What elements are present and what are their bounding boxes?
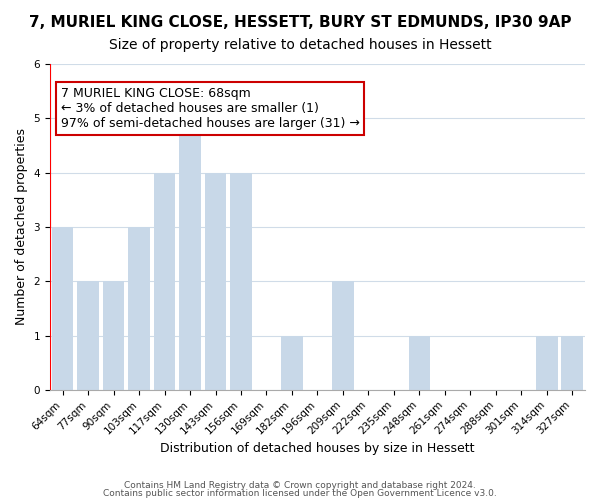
Text: Contains HM Land Registry data © Crown copyright and database right 2024.: Contains HM Land Registry data © Crown c…: [124, 481, 476, 490]
Bar: [179, 118, 201, 390]
Bar: [536, 336, 557, 390]
Bar: [562, 336, 583, 390]
Text: Size of property relative to detached houses in Hessett: Size of property relative to detached ho…: [109, 38, 491, 52]
Bar: [281, 336, 303, 390]
Bar: [409, 336, 430, 390]
Text: 7 MURIEL KING CLOSE: 68sqm
← 3% of detached houses are smaller (1)
97% of semi-d: 7 MURIEL KING CLOSE: 68sqm ← 3% of detac…: [61, 87, 359, 130]
Text: 7, MURIEL KING CLOSE, HESSETT, BURY ST EDMUNDS, IP30 9AP: 7, MURIEL KING CLOSE, HESSETT, BURY ST E…: [29, 15, 571, 30]
Bar: [205, 172, 226, 390]
Bar: [128, 227, 150, 390]
Bar: [154, 172, 175, 390]
Text: Contains public sector information licensed under the Open Government Licence v3: Contains public sector information licen…: [103, 488, 497, 498]
Bar: [52, 227, 73, 390]
Bar: [230, 172, 252, 390]
Bar: [77, 281, 99, 390]
X-axis label: Distribution of detached houses by size in Hessett: Distribution of detached houses by size …: [160, 442, 475, 455]
Y-axis label: Number of detached properties: Number of detached properties: [15, 128, 28, 326]
Bar: [332, 281, 354, 390]
Bar: [103, 281, 124, 390]
